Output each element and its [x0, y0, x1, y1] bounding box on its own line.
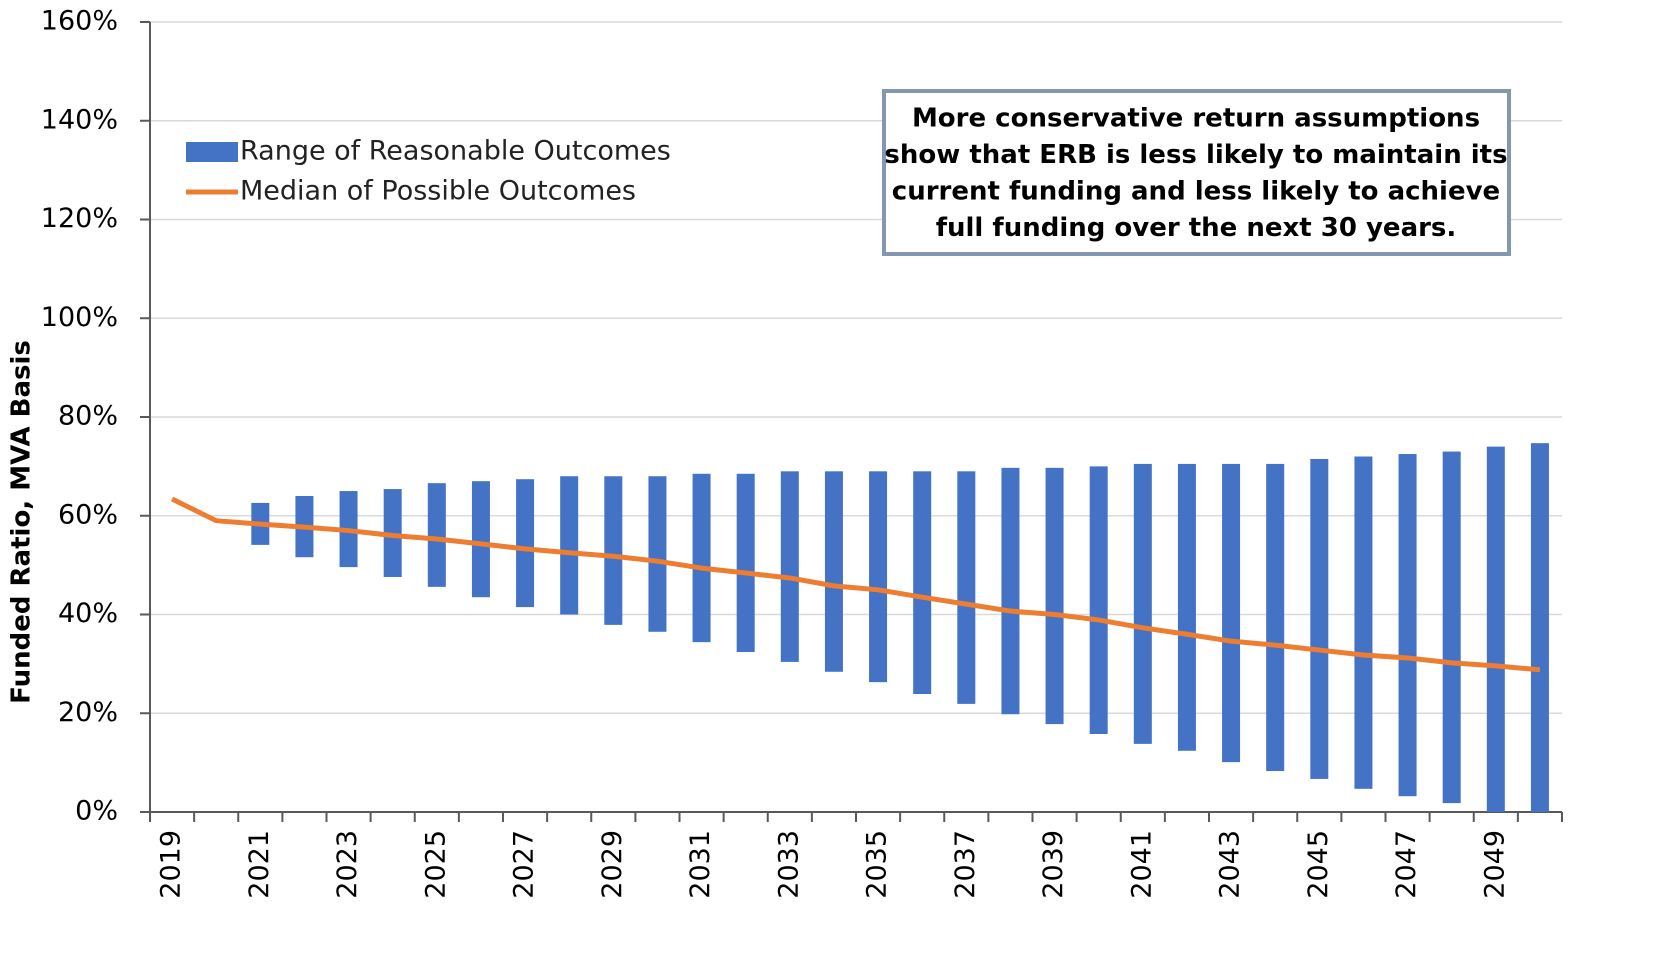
- range-bar: [1177, 463, 1196, 751]
- legend-swatch: [186, 142, 238, 162]
- annotation-text: show that ERB is less likely to maintain…: [884, 140, 1507, 170]
- x-tick-label: 2025: [420, 830, 451, 899]
- y-tick-label: 80%: [58, 401, 118, 432]
- annotation-text: current funding and less likely to achie…: [892, 177, 1500, 207]
- range-bar: [824, 471, 843, 672]
- range-bar: [1398, 454, 1417, 797]
- x-tick-label: 2039: [1038, 830, 1069, 899]
- range-bar: [427, 483, 446, 587]
- x-tick-label: 2035: [862, 830, 893, 899]
- range-bar: [560, 476, 579, 615]
- range-bar: [1486, 446, 1505, 812]
- x-tick-label: 2027: [509, 830, 540, 899]
- range-bar: [692, 473, 711, 643]
- range-bar: [1266, 463, 1285, 772]
- y-tick-label: 0%: [75, 796, 118, 827]
- range-bar: [736, 473, 755, 653]
- y-tick-label: 60%: [58, 499, 118, 530]
- range-bar: [1133, 463, 1152, 744]
- x-tick-label: 2045: [1303, 830, 1334, 899]
- y-tick-label: 20%: [58, 697, 118, 728]
- x-tick-label: 2043: [1215, 830, 1246, 899]
- x-tick-label: 2047: [1391, 830, 1422, 899]
- y-tick-label: 100%: [41, 302, 118, 333]
- y-axis-title: Funded Ratio, MVA Basis: [7, 340, 37, 704]
- range-bar: [648, 476, 667, 632]
- range-bar: [1001, 467, 1020, 715]
- x-tick-label: 2023: [332, 830, 363, 899]
- annotation-text: full funding over the next 30 years.: [936, 213, 1457, 243]
- range-bar: [516, 479, 535, 608]
- range-bar: [471, 481, 490, 598]
- x-tick-label: 2019: [156, 830, 187, 899]
- y-tick-label: 120%: [41, 203, 118, 234]
- x-tick-label: 2049: [1479, 830, 1510, 899]
- range-bar: [869, 471, 888, 683]
- range-bar: [1310, 458, 1329, 779]
- x-tick-label: 2029: [597, 830, 628, 899]
- range-bar: [1089, 466, 1108, 734]
- x-tick-label: 2031: [685, 830, 716, 899]
- x-tick-label: 2021: [244, 830, 275, 899]
- legend-label: Range of Reasonable Outcomes: [240, 136, 671, 167]
- range-bar: [1222, 463, 1241, 763]
- x-tick-label: 2037: [950, 830, 981, 899]
- y-tick-label: 160%: [41, 6, 118, 37]
- y-tick-label: 40%: [58, 598, 118, 629]
- range-bar: [780, 471, 799, 662]
- annotation-box: [882, 89, 1511, 256]
- range-bar: [604, 476, 623, 625]
- x-tick-label: 2033: [773, 830, 804, 899]
- range-bar: [1045, 467, 1064, 725]
- legend-label: Median of Possible Outcomes: [240, 176, 636, 207]
- range-bar: [957, 471, 976, 704]
- range-bar: [1442, 451, 1461, 804]
- annotation-text: More conservative return assumptions: [912, 104, 1480, 134]
- median-line: [170, 496, 1541, 673]
- range-bar: [1354, 456, 1373, 789]
- x-tick-label: 2041: [1126, 830, 1157, 899]
- range-bar: [1530, 443, 1549, 812]
- y-tick-label: 140%: [41, 104, 118, 135]
- range-bar: [913, 471, 932, 694]
